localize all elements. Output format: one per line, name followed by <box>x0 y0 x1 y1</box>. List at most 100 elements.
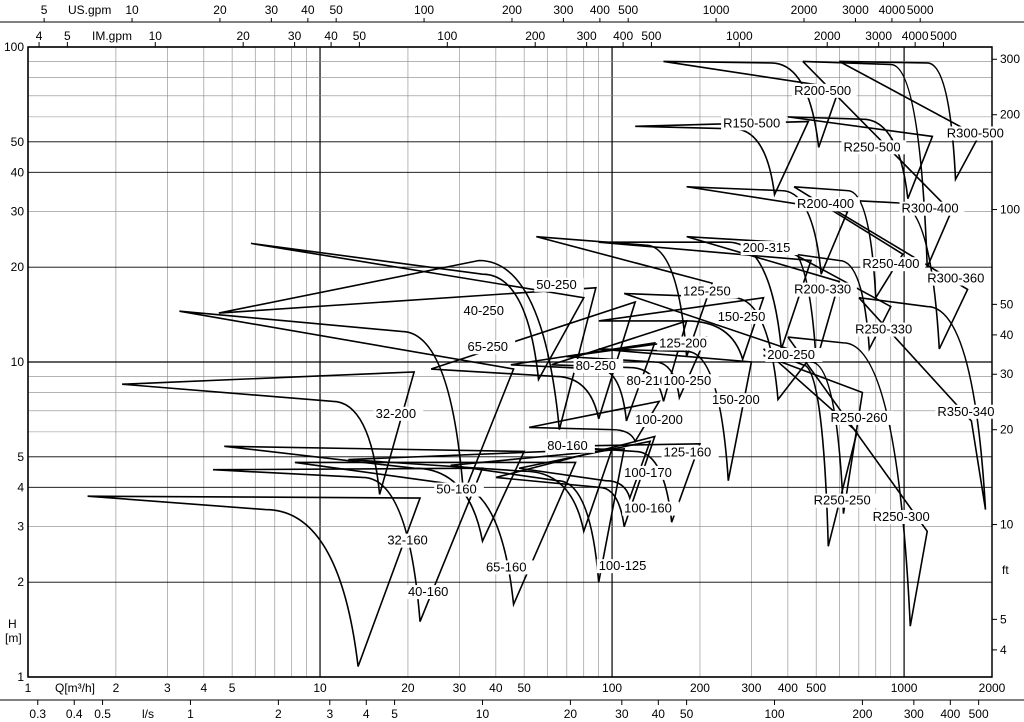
right-ft-tick-label: 200 <box>1000 108 1020 122</box>
series-curve-r250-500 <box>787 116 934 199</box>
x-tick-label: 300 <box>741 681 761 695</box>
y-tick-label: 40 <box>11 165 25 179</box>
series-label-bg <box>405 585 456 600</box>
y-tick-label: 1 <box>17 670 24 684</box>
bottom-ls-tick-label: 300 <box>904 707 924 721</box>
series-label-bg <box>795 197 860 212</box>
top-us-tick-label: 300 <box>553 3 573 17</box>
series-label-bg <box>828 410 894 425</box>
series-label: 200-250 <box>767 347 815 362</box>
series-curve-r250-250 <box>762 348 858 547</box>
axes: 1 2 3 4 5 10 20 30 40 50 100 200 300 400 500 1000 200012… <box>0 3 1024 721</box>
series-label-bg <box>765 347 823 362</box>
series-label: R300-400 <box>902 201 959 216</box>
bottom-ls-tick-label: 200 <box>852 707 872 721</box>
series-label: 150-200 <box>712 392 760 407</box>
bottom-ls-tick-label: 0.3 <box>29 707 46 721</box>
series-label-bg <box>534 277 584 292</box>
x-tick-label: 10 <box>313 681 327 695</box>
bottom-ls-tick-label: 400 <box>940 707 960 721</box>
bottom-ls-tick-label: 10 <box>476 707 490 721</box>
series-label: R300-500 <box>947 125 1004 140</box>
series-curve-125-200 <box>566 336 708 401</box>
top-im-tick-label: 40 <box>324 29 338 43</box>
series-label-bg <box>792 282 857 297</box>
y-tick-label: 30 <box>11 205 25 219</box>
top-us-tick-label: 2000 <box>791 3 818 17</box>
series-label: 100-200 <box>635 412 683 427</box>
y-tick-label: 50 <box>11 135 25 149</box>
series-label: 80-250 <box>576 358 616 373</box>
series-label: R250-260 <box>831 410 888 425</box>
series-label: 80-210 <box>626 373 666 388</box>
series-label-bg <box>465 340 516 355</box>
right-ft-tick-label: 5 <box>1000 612 1007 626</box>
series-curve-r250-260 <box>763 354 864 514</box>
top-us-tick-label: 30 <box>265 3 279 17</box>
top-us-tick-label: 500 <box>618 3 638 17</box>
right-ft-tick-label: 10 <box>1000 518 1014 532</box>
x-tick-label: 30 <box>453 681 467 695</box>
series-label-bg <box>740 241 798 256</box>
series-layer <box>87 60 987 667</box>
series-curve-100-160 <box>495 435 656 527</box>
y-axis-label-h: H <box>8 617 17 631</box>
top-im-tick-label: 200 <box>525 29 545 43</box>
y-tick-label: 20 <box>11 260 25 274</box>
series-label-bg <box>461 304 512 319</box>
y-tick-label: 5 <box>17 450 24 464</box>
series-curve-100-200 <box>528 400 661 444</box>
bottom-ls-tick-label: 0.4 <box>66 707 83 721</box>
x-tick-label: 500 <box>806 681 826 695</box>
series-label: R250-330 <box>855 322 912 337</box>
series-label-bg <box>792 83 857 98</box>
top-im-tick-label: 5000 <box>930 29 957 43</box>
series-label-bg <box>811 493 877 508</box>
y-tick-label: 10 <box>11 355 25 369</box>
series-label-bg <box>899 201 965 216</box>
series-curve-r300-500 <box>838 60 980 183</box>
bottom-ls-tick-label: 40 <box>652 707 666 721</box>
bottom-ls-tick-label: 5 <box>391 707 398 721</box>
top-us-tick-label: 200 <box>502 3 522 17</box>
top-im-tick-label: 400 <box>613 29 633 43</box>
top-im-tick-label: 500 <box>641 29 661 43</box>
x-axis-label: Q[m³/h] <box>55 681 95 695</box>
series-label-bg <box>633 413 691 428</box>
series-label-bg <box>385 533 435 548</box>
top-us-tick-label: 50 <box>329 3 343 17</box>
series-labels: 32-160 32-200 40-160 40-250 50-160 65-160 65-2… <box>373 83 1010 600</box>
top-us-tick-label: 100 <box>414 3 434 17</box>
right-ft-tick-label: 300 <box>1000 52 1020 66</box>
top-im-tick-label: 3000 <box>865 29 892 43</box>
series-label-bg <box>860 257 926 272</box>
series-label: 125-250 <box>683 283 731 298</box>
series-label: 32-160 <box>387 533 427 548</box>
series-label: 100-250 <box>663 373 711 388</box>
series-label: R250-250 <box>814 493 871 508</box>
series-curve-r300-400 <box>802 60 953 268</box>
x-tick-label: 200 <box>690 681 710 695</box>
top-im-axis-label: IM.gpm <box>92 29 132 43</box>
series-label-bg <box>657 336 715 351</box>
top-us-tick-label: 10 <box>125 3 139 17</box>
top-im-tick-label: 300 <box>577 29 597 43</box>
series-label-bg <box>661 374 719 389</box>
top-us-tick-label: 20 <box>213 3 227 17</box>
x-tick-label: 1 <box>25 681 32 695</box>
series-curve-r200-400 <box>686 185 849 275</box>
bottom-ls-tick-label: 500 <box>969 707 989 721</box>
series-label-bg <box>573 359 624 374</box>
right-ft-tick-label: 30 <box>1000 367 1014 381</box>
top-im-tick-label: 4000 <box>902 29 929 43</box>
right-ft-axis-label: ft <box>1002 563 1009 577</box>
series-label: 50-250 <box>536 277 576 292</box>
x-tick-label: 400 <box>778 681 798 695</box>
series-label: 150-250 <box>718 309 766 324</box>
top-im-tick-label: 50 <box>353 29 367 43</box>
series-label: R200-500 <box>794 83 851 98</box>
series-curve-80-160 <box>348 448 614 535</box>
series-curve-150-200 <box>598 348 753 481</box>
top-us-tick-label: 5 <box>41 3 48 17</box>
series-label: 50-160 <box>436 482 476 497</box>
